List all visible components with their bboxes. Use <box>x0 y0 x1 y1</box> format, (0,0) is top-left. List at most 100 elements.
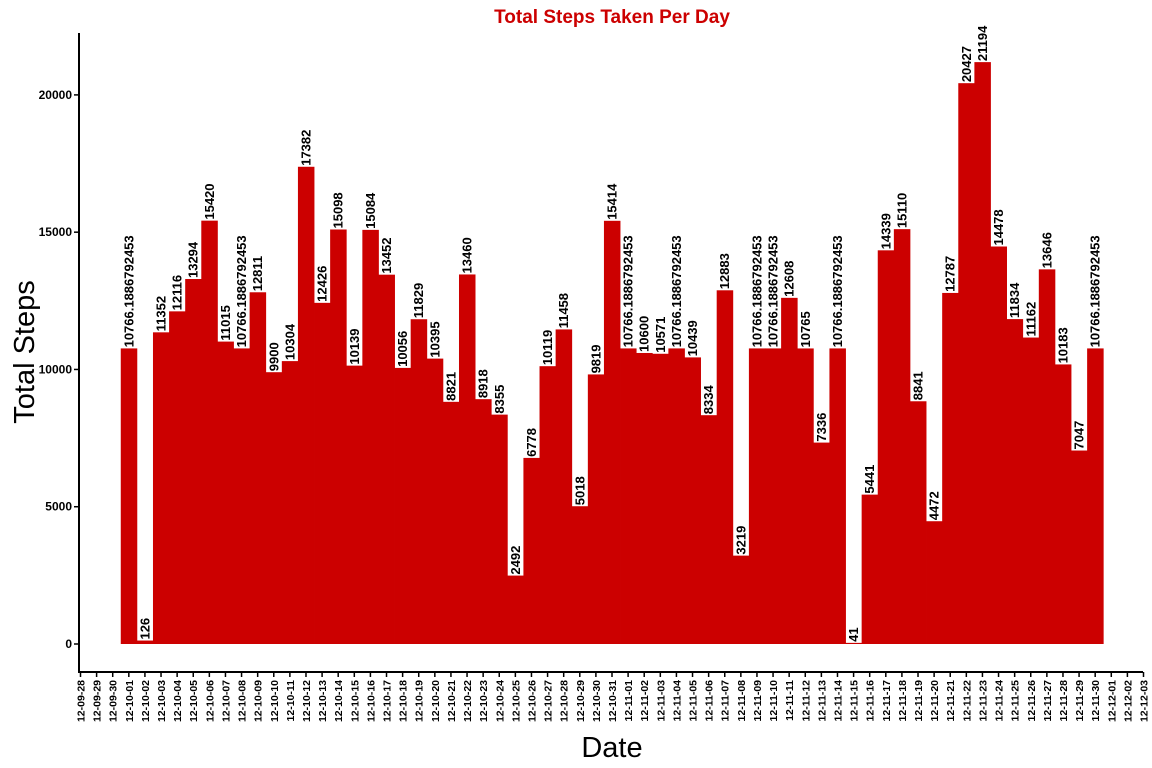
y-tick-label: 5000 <box>45 500 72 514</box>
x-tick-label: 12-10-29 <box>575 680 587 722</box>
x-tick-label: 12-11-11 <box>784 680 796 721</box>
bar-value-label: 10395 <box>427 321 442 357</box>
bar <box>603 220 621 644</box>
bar <box>152 332 170 644</box>
x-tick-label: 12-11-25 <box>1010 680 1022 722</box>
x-tick-label: 12-10-17 <box>382 680 394 722</box>
bar <box>136 640 154 644</box>
bar <box>1022 337 1040 644</box>
bar-value-label: 10056 <box>395 331 410 367</box>
x-tick-label: 12-10-13 <box>317 680 329 722</box>
x-tick-label: 12-11-04 <box>671 680 683 722</box>
bar-value-label: 10600 <box>637 316 652 352</box>
x-tick-label: 12-11-29 <box>1074 680 1086 722</box>
x-tick-label: 12-10-20 <box>430 680 442 722</box>
bars-group <box>120 62 1104 645</box>
bar <box>684 357 701 644</box>
bar-value-label: 8918 <box>476 369 491 398</box>
bar <box>748 348 766 644</box>
x-tick-label: 12-10-18 <box>398 680 410 722</box>
bar <box>458 274 476 644</box>
bar <box>781 297 798 644</box>
x-tick-label: 12-10-19 <box>414 680 426 722</box>
bar-value-label: 11829 <box>411 283 426 318</box>
x-tick-label: 12-11-02 <box>639 680 651 722</box>
bar-value-label: 10119 <box>540 330 555 365</box>
x-tick-label: 12-10-15 <box>349 680 361 722</box>
bar-value-label: 13646 <box>1039 232 1054 268</box>
bar-value-label: 12608 <box>782 261 797 297</box>
x-tick-label: 12-11-14 <box>832 680 844 722</box>
bar <box>265 372 283 644</box>
bar-value-label: 10439 <box>685 320 700 356</box>
bar <box>587 374 605 644</box>
bar-value-label: 5018 <box>572 476 587 505</box>
bar <box>475 399 492 644</box>
bar <box>716 290 734 644</box>
bar <box>861 494 879 644</box>
x-tick-label: 12-10-01 <box>124 680 136 722</box>
bar-value-label: 12426 <box>315 266 330 302</box>
x-tick-label: 12-11-26 <box>1026 680 1038 722</box>
bar <box>233 348 251 644</box>
bar-value-label: 15110 <box>894 193 909 228</box>
bar <box>700 415 718 644</box>
x-tick-label: 12-10-22 <box>462 680 474 722</box>
bar <box>217 341 234 644</box>
bar <box>346 365 363 644</box>
bar-value-label: 10766.1886792453 <box>621 235 636 347</box>
bar-value-label: 8334 <box>701 385 716 415</box>
bar-value-label: 12787 <box>943 256 958 292</box>
bar <box>797 348 814 644</box>
x-axis-title: Date <box>581 732 642 764</box>
bar <box>442 401 460 644</box>
x-tick-label: 12-11-08 <box>736 680 748 722</box>
bar-value-label: 9819 <box>588 344 603 373</box>
bar-value-label: 20427 <box>959 46 974 82</box>
chart-title: Total Steps Taken Per Day <box>494 7 730 28</box>
bar <box>765 348 782 644</box>
bar-value-label: 7047 <box>1072 421 1087 450</box>
bar <box>829 348 846 644</box>
x-tick-label: 12-10-30 <box>591 680 603 722</box>
bar <box>378 274 395 644</box>
bar <box>1054 364 1072 644</box>
bar <box>620 348 637 644</box>
x-tick-label: 12-10-12 <box>301 680 313 722</box>
bar-value-label: 10766.1886792453 <box>766 235 781 347</box>
bar-value-label: 11458 <box>556 293 571 328</box>
x-tick-label: 12-10-07 <box>220 680 232 722</box>
bar-value-label: 9900 <box>266 342 281 371</box>
bar-value-label: 15420 <box>202 183 217 219</box>
x-tick-label: 12-11-20 <box>929 680 941 722</box>
x-tick-label: 12-10-09 <box>253 680 265 722</box>
bar <box>636 352 653 644</box>
bar <box>507 575 524 644</box>
y-axis: 0 5000 10000 15000 20000 <box>39 33 80 672</box>
x-tick-label: 12-10-24 <box>494 680 506 722</box>
x-tick-label: 12-10-14 <box>333 680 345 722</box>
x-tick-label: 12-11-16 <box>865 680 877 722</box>
bar-value-label: 10766.1886792453 <box>121 235 136 347</box>
x-tick-label: 12-10-05 <box>188 680 200 722</box>
bar-value-label: 7336 <box>814 413 829 442</box>
bar <box>893 229 911 644</box>
bar-value-label: 14478 <box>991 209 1006 245</box>
bar <box>330 229 347 644</box>
bar-value-label: 10571 <box>653 317 668 353</box>
bar-value-label: 10766.1886792453 <box>669 235 684 347</box>
bar <box>410 319 428 644</box>
bar-value-label: 8841 <box>911 371 926 400</box>
x-tick-label: 12-10-03 <box>156 680 168 722</box>
bar <box>1006 319 1024 644</box>
bar <box>813 442 830 644</box>
bar-value-label: 12883 <box>717 253 732 289</box>
bar-value-label: 10183 <box>1055 327 1070 363</box>
bar-value-label: 5441 <box>862 465 877 494</box>
x-tick-label: 12-10-10 <box>269 680 281 722</box>
x-tick-label: 12-11-10 <box>768 680 780 722</box>
bar <box>877 250 895 644</box>
x-tick-label: 12-10-25 <box>510 680 522 722</box>
